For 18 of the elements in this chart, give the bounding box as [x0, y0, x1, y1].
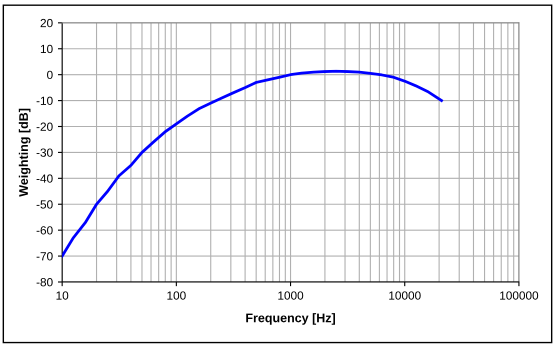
x-tick-label: 10000 — [389, 291, 421, 300]
y-tick-label: 20 — [40, 18, 53, 28]
y-tick-label: -40 — [36, 174, 53, 183]
y-tick-label: -80 — [36, 278, 53, 286]
y-tick-label: -30 — [36, 148, 53, 157]
x-axis-title: Frequency [Hz] — [246, 313, 335, 325]
x-tick-label: 1000 — [278, 291, 304, 300]
y-tick-label: -70 — [36, 252, 53, 260]
y-tick-label: 10 — [40, 44, 53, 54]
y-tick-label: 0 — [47, 70, 53, 80]
x-tick-label: 10 — [56, 291, 68, 300]
y-tick-label: -60 — [36, 226, 53, 235]
y-tick-label: -20 — [36, 122, 53, 131]
x-tick-label: 100 — [167, 291, 186, 300]
y-axis-title: Weighting [dB] — [18, 108, 31, 197]
x-tick-label: 100000 — [500, 291, 538, 300]
y-tick-label: -50 — [36, 200, 53, 209]
y-tick-label: -10 — [36, 96, 53, 105]
